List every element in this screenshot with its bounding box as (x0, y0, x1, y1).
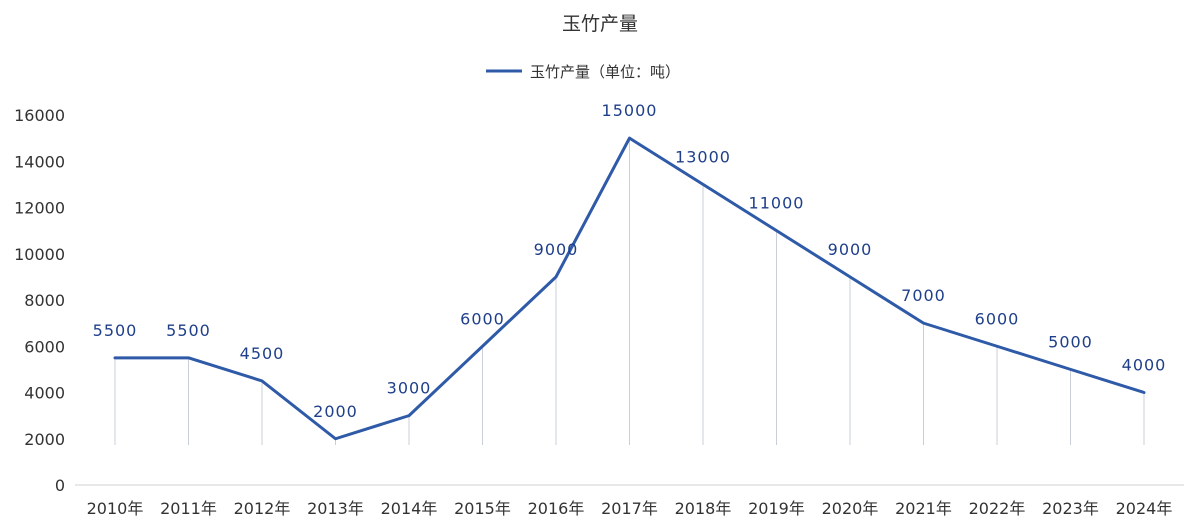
data-label: 4000 (1122, 356, 1167, 375)
x-tick-label: 2017年 (601, 499, 658, 518)
x-tick-label: 2019年 (748, 499, 805, 518)
data-label: 6000 (460, 309, 505, 328)
series (113, 136, 1146, 441)
data-label: 11000 (749, 194, 805, 213)
x-tick-label: 2024年 (1116, 499, 1173, 518)
data-label: 9000 (828, 240, 873, 259)
x-tick-label: 2014年 (381, 499, 438, 518)
y-tick-label: 6000 (24, 337, 65, 356)
x-tick-label: 2010年 (87, 499, 144, 518)
data-label: 6000 (975, 309, 1020, 328)
x-tick-label: 2012年 (234, 499, 291, 518)
x-tick-label: 2011年 (160, 499, 217, 518)
y-tick-label: 8000 (24, 291, 65, 310)
data-label: 4500 (240, 344, 285, 363)
data-label: 15000 (602, 101, 658, 120)
x-tick-label: 2015年 (454, 499, 511, 518)
legend: 玉竹产量（单位：吨） (486, 63, 680, 81)
x-tick-label: 2021年 (895, 499, 952, 518)
y-tick-label: 0 (55, 476, 65, 495)
x-tick-label: 2023年 (1042, 499, 1099, 518)
chart-title: 玉竹产量 (562, 13, 638, 35)
x-tick-label: 2016年 (528, 499, 585, 518)
x-tick-label: 2020年 (822, 499, 879, 518)
data-label: 5500 (166, 321, 211, 340)
y-tick-label: 12000 (14, 199, 65, 218)
y-tick-label: 14000 (14, 152, 65, 171)
y-axis: 0 2000 4000 6000 8000 10000 12000 14000 16000 (14, 106, 65, 495)
x-axis: 2010年 2011年 2012年 2013年 2014年 2015年 2016年 2017年… (75, 484, 1184, 518)
data-label: 9000 (534, 240, 579, 259)
y-tick-label: 10000 (14, 245, 65, 264)
series-line (113, 136, 1146, 441)
data-label: 13000 (675, 147, 731, 166)
x-tick-label: 2018年 (675, 499, 732, 518)
drop-lines (114, 138, 1145, 445)
data-labels: 5500 5500 4500 2000 3000 6000 9000 15000 13000 11… (93, 101, 1167, 421)
data-label: 5000 (1048, 332, 1093, 351)
y-tick-label: 16000 (14, 106, 65, 125)
data-label: 2000 (313, 402, 358, 421)
x-tick-label: 2022年 (969, 499, 1026, 518)
x-tick-label: 2013年 (307, 499, 364, 518)
y-tick-label: 2000 (24, 430, 65, 449)
data-label: 3000 (387, 379, 432, 398)
data-label: 5500 (93, 321, 138, 340)
legend-label: 玉竹产量（单位：吨） (530, 63, 680, 81)
data-label: 7000 (901, 286, 946, 305)
y-tick-label: 4000 (24, 384, 65, 403)
